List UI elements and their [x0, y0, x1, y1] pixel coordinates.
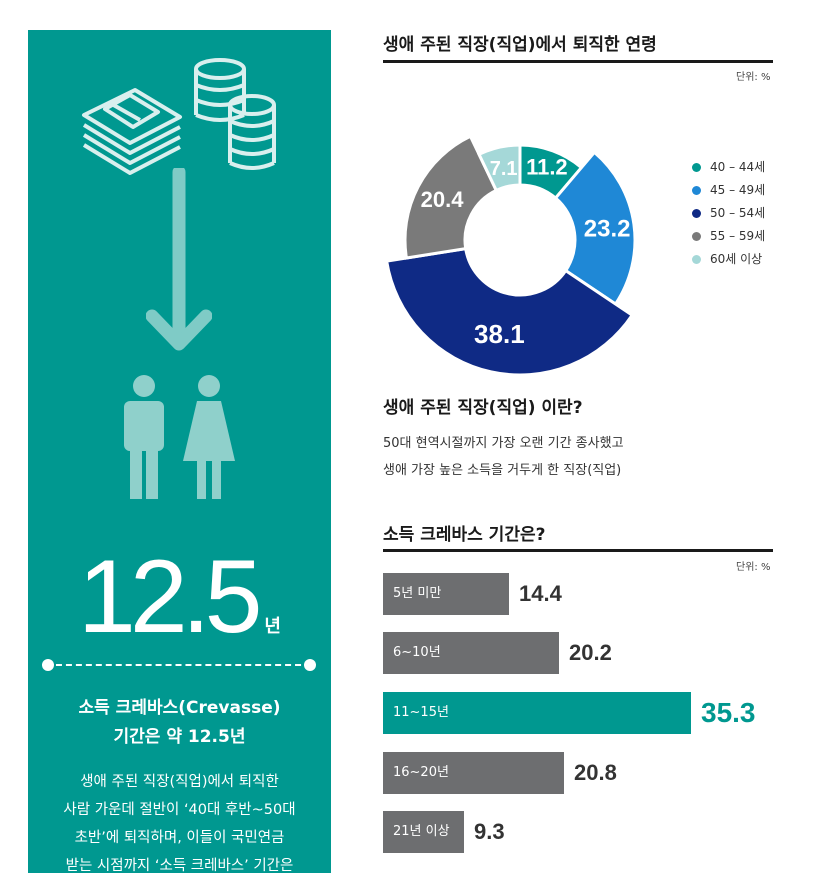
section3-rule	[383, 549, 773, 552]
big-number: 12.5 년	[78, 539, 281, 655]
legend-item-4: 55 – 59세	[692, 227, 765, 244]
bar-value-label-2: 20.2	[569, 640, 612, 665]
donut-slice-3	[384, 246, 635, 377]
donut-slice-4	[403, 134, 499, 260]
bar-1: 5년 미만	[383, 573, 509, 615]
donut-chart: 11.2 23.2 38.1 20.4 7.1	[384, 134, 637, 377]
panel-desc-line2: 사람 가운데 절반이 ‘40대 후반~50대	[63, 802, 296, 818]
bar-category-label-1: 5년 미만	[393, 586, 442, 601]
section1-unit: 단위: %	[736, 72, 771, 83]
big-number-unit: 년	[264, 616, 281, 636]
section2-line2: 생애 가장 높은 소득을 거두게 한 직장(직업)	[383, 463, 622, 478]
legend-dot-3	[692, 209, 701, 218]
donut-slice-5	[477, 143, 522, 193]
divider-dot-right	[304, 659, 316, 671]
legend-item-2: 45 – 49세	[692, 181, 765, 198]
panel-desc-line3: 초반’에 퇴직하며, 이들이 국민연금	[74, 830, 285, 846]
legend-item-3: 50 – 54세	[692, 204, 765, 221]
legend-dot-2	[692, 186, 701, 195]
bar-4: 16~20년	[383, 752, 564, 794]
bar-category-label-4: 16~20년	[393, 765, 449, 780]
donut-value-label-3: 38.1	[474, 319, 525, 349]
section2-line1: 50대 현역시절까지 가장 오랜 기간 종사했고	[383, 436, 624, 451]
left-panel: 12.5 년 소득 크레바스(Crevasse) 기간은 약 12.5년 생애 주…	[28, 30, 331, 874]
woman-icon	[183, 375, 235, 499]
bar-value-label-3: 35.3	[701, 697, 756, 728]
panel-title-line1: 소득 크레바스(Crevasse)	[78, 698, 281, 718]
bar-3: 11~15년	[383, 692, 691, 734]
section3-title: 소득 크레바스 기간은?	[383, 525, 546, 545]
bar-category-label-2: 6~10년	[393, 645, 441, 660]
donut-slice-2	[553, 150, 637, 307]
legend-dot-1	[692, 163, 701, 172]
legend-item-5: 60세 이상	[692, 250, 762, 267]
legend-item-1: 40 – 44세	[692, 158, 765, 175]
panel-title: 소득 크레바스(Crevasse) 기간은 약 12.5년	[28, 694, 331, 752]
panel-description: 생애 주된 직장(직업)에서 퇴직한 사람 가운데 절반이 ‘40대 후반~50…	[28, 768, 331, 880]
section1-title: 생애 주된 직장(직업)에서 퇴직한 연령	[383, 35, 657, 55]
legend-label-2: 45 – 49세	[710, 183, 766, 197]
donut-value-label-5: 7.1	[490, 158, 518, 180]
legend-label-4: 55 – 59세	[710, 229, 766, 243]
arrow-down-icon	[146, 168, 212, 351]
legend-label-3: 50 – 54세	[710, 206, 766, 220]
bar-value-label-5: 9.3	[474, 819, 505, 844]
section3-unit: 단위: %	[736, 562, 771, 573]
donut-value-label-2: 23.2	[584, 215, 631, 242]
bar-value-label-4: 20.8	[574, 760, 617, 785]
donut-value-label-4: 20.4	[421, 187, 465, 212]
bar-5: 21년 이상	[383, 811, 464, 853]
legend-dot-5	[692, 255, 701, 264]
legend-dot-4	[692, 232, 701, 241]
bar-value-label-1: 14.4	[519, 581, 562, 606]
bar-2: 6~10년	[383, 632, 559, 674]
legend-label-1: 40 – 44세	[710, 160, 766, 174]
dashed-divider	[46, 664, 311, 666]
section1-rule	[383, 60, 773, 63]
panel-title-line2: 기간은 약 12.5년	[113, 727, 246, 747]
panel-desc-line4: 받는 시점까지 ‘소득 크레바스’ 기간은	[65, 858, 294, 874]
donut-value-label-1: 11.2	[526, 154, 568, 179]
man-icon	[124, 375, 164, 499]
section2-title: 생애 주된 직장(직업) 이란?	[383, 398, 583, 418]
panel-desc-line1: 생애 주된 직장(직업)에서 퇴직한	[80, 774, 279, 790]
legend-label-5: 60세 이상	[710, 252, 763, 266]
bar-category-label-5: 21년 이상	[393, 824, 450, 839]
money-icon	[82, 58, 276, 175]
bar-category-label-3: 11~15년	[393, 705, 449, 720]
